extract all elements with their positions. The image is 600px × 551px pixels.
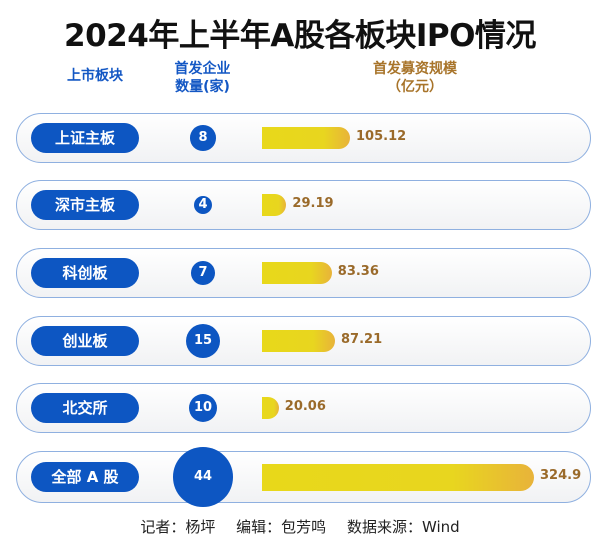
amount-bar — [262, 262, 332, 284]
chart-row: 深市主板 4 29.19 — [16, 180, 591, 230]
amount-bar — [262, 397, 279, 419]
column-header-amount: 首发募资规模 （亿元） — [340, 60, 490, 96]
board-label: 科创板 — [31, 258, 139, 288]
count-circle: 8 — [190, 125, 216, 151]
amount-value-label: 87.21 — [341, 332, 383, 347]
column-header-count-line2: 数量(家) — [175, 79, 230, 95]
amount-value-label: 324.9 — [540, 468, 582, 483]
amount-bar — [262, 127, 350, 149]
count-circle: 44 — [173, 447, 233, 507]
column-header-amount-line2: （亿元） — [387, 79, 443, 95]
board-label: 上证主板 — [31, 123, 139, 153]
amount-value-label: 83.36 — [337, 264, 379, 279]
board-label: 创业板 — [31, 326, 139, 356]
board-label: 全部 A 股 — [31, 462, 139, 492]
chart-row: 上证主板 8 105.12 — [16, 113, 591, 163]
editor-credit: 编辑：包芳鸣 — [236, 518, 327, 536]
column-header-count: 首发企业 数量(家) — [150, 60, 255, 96]
chart-title: 2024年上半年A股各板块IPO情况 — [64, 18, 536, 54]
count-circle: 7 — [191, 261, 215, 285]
amount-bar — [262, 194, 287, 216]
amount-value-label: 105.12 — [356, 129, 407, 144]
footer-credits: 记者：杨坪 编辑：包芳鸣 数据来源：Wind — [0, 516, 600, 537]
chart-row: 科创板 7 83.36 — [16, 248, 591, 298]
board-label: 深市主板 — [31, 190, 139, 220]
amount-bar — [262, 330, 335, 352]
reporter-credit: 记者：杨坪 — [140, 518, 216, 536]
amount-value-label: 29.19 — [292, 196, 334, 211]
chart-row: 北交所 10 20.06 — [16, 383, 591, 433]
amount-value-label: 20.06 — [284, 399, 326, 414]
amount-bar — [262, 463, 534, 491]
count-circle: 10 — [188, 393, 218, 423]
column-header-board: 上市板块 — [67, 68, 123, 84]
chart-row: 创业板 15 87.21 — [16, 316, 591, 366]
column-header-count-line1: 首发企业 — [174, 61, 231, 77]
count-circle: 15 — [185, 323, 221, 359]
column-header-amount-line1: 首发募资规模 — [373, 61, 457, 77]
data-source: 数据来源：Wind — [346, 518, 460, 536]
count-circle: 4 — [194, 196, 212, 214]
chart-row: 全部 A 股 44 324.9 — [16, 447, 591, 507]
board-label: 北交所 — [31, 393, 139, 423]
